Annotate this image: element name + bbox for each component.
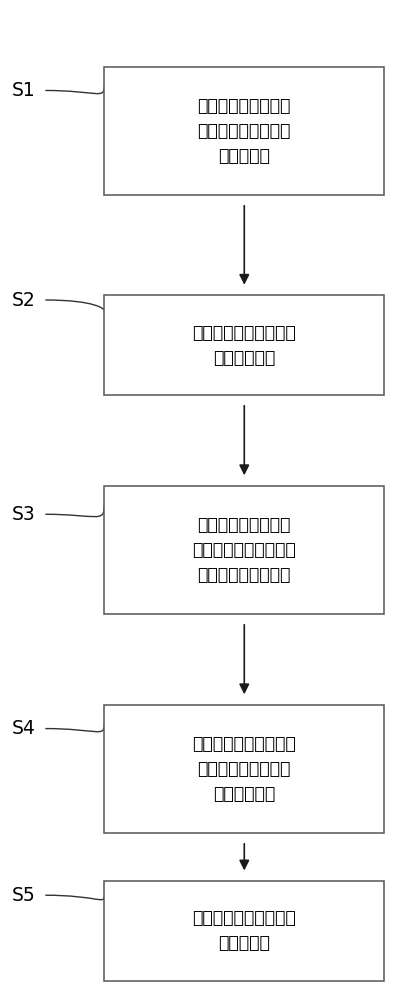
Text: 生成溯源码，进行产品
的溯源查询: 生成溯源码，进行产品 的溯源查询: [192, 909, 296, 952]
Text: S4: S4: [12, 719, 36, 738]
Text: 基于溯源信息的特点，
制定上链标准: 基于溯源信息的特点， 制定上链标准: [192, 324, 296, 367]
Text: S1: S1: [12, 81, 35, 100]
Text: 接收溯源信息，根据
上链标准，把溯源信息
写入区块链的节点中: 接收溯源信息，根据 上链标准，把溯源信息 写入区块链的节点中: [192, 516, 296, 584]
Text: S2: S2: [12, 291, 35, 310]
Bar: [104, 705, 384, 833]
Bar: [104, 295, 384, 395]
Text: 把溯源应用和溯源数
据分布式部署于区块
链的节点上: 把溯源应用和溯源数 据分布式部署于区块 链的节点上: [198, 97, 291, 165]
Text: 根据写入区块链的节点
中的溯源信息整合成
完整的溯源链: 根据写入区块链的节点 中的溯源信息整合成 完整的溯源链: [192, 735, 296, 803]
Text: S5: S5: [12, 886, 35, 905]
Bar: [104, 486, 384, 614]
Text: S3: S3: [12, 505, 35, 524]
Bar: [104, 67, 384, 195]
Bar: [104, 881, 384, 981]
